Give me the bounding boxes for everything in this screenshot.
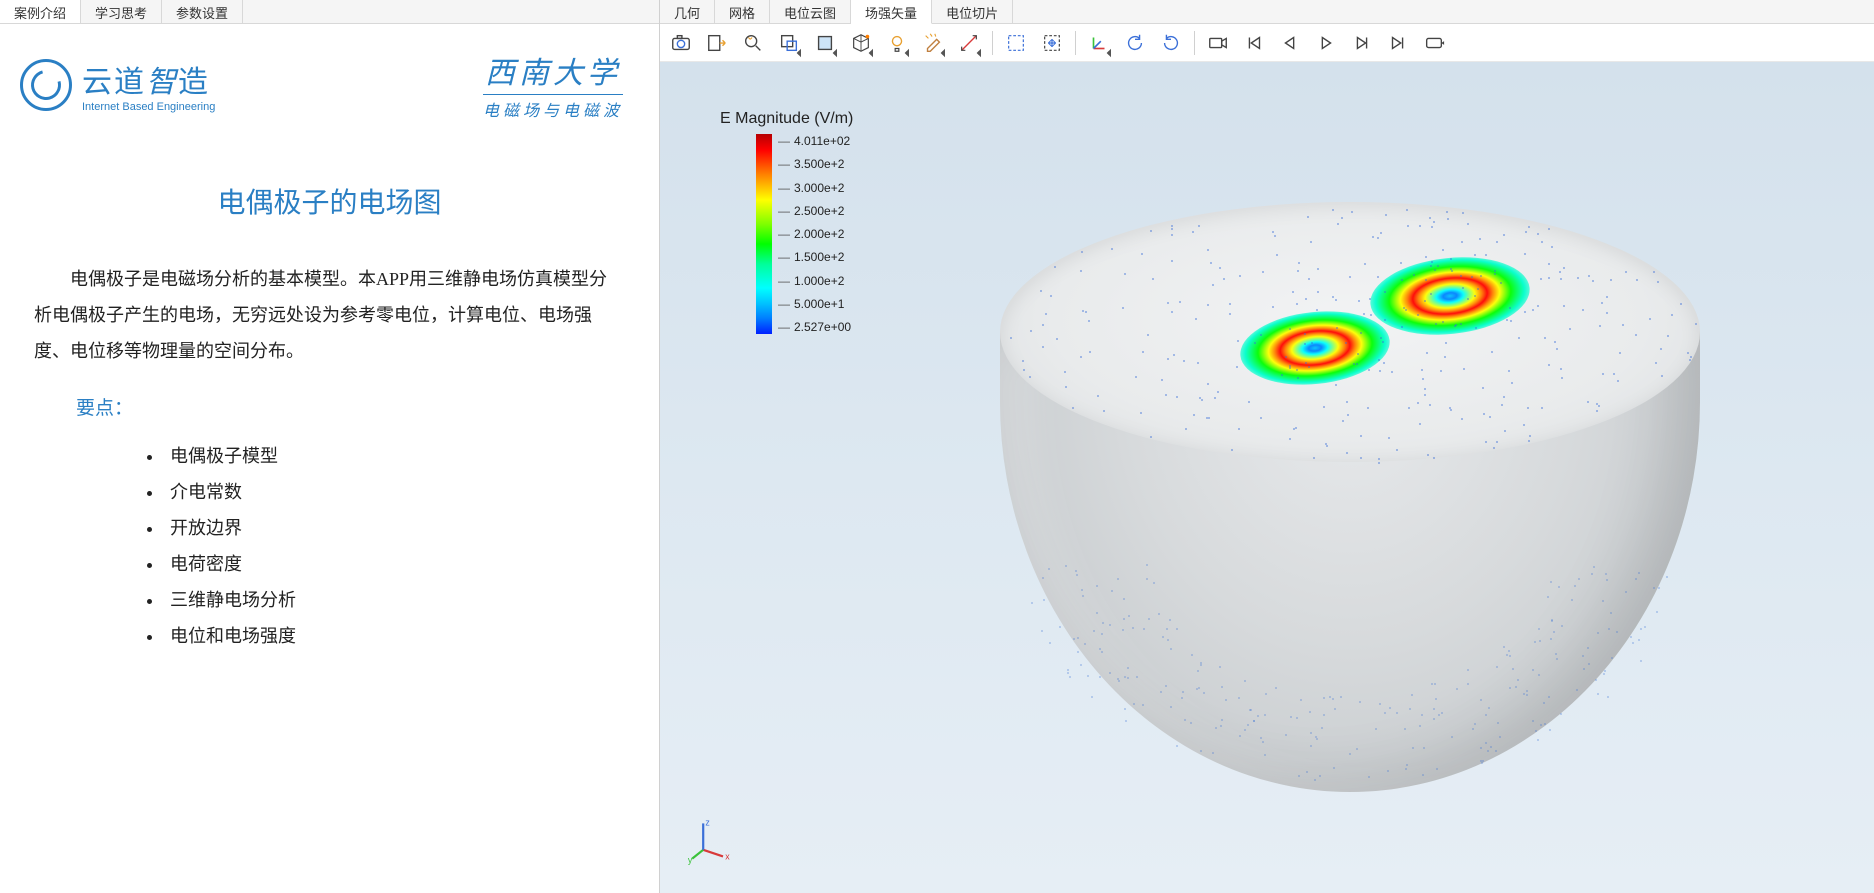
legend-tick: 3.500e+2	[778, 157, 851, 171]
right-panel: 几何 网格 电位云图 场强矢量 电位切片 E Magnitude (V/m)	[660, 0, 1874, 893]
tab-mesh[interactable]: 网格	[715, 0, 770, 23]
tab-potential-cloud[interactable]: 电位云图	[770, 0, 851, 23]
list-item: 电偶极子模型	[164, 438, 625, 474]
export-icon[interactable]	[700, 28, 734, 58]
article-title: 电偶极子的电场图	[34, 181, 625, 221]
keypoints-label: 要点：	[76, 393, 625, 420]
svg-text:x: x	[725, 852, 730, 862]
legend-tick: 2.527e+00	[778, 320, 851, 334]
left-tabs: 案例介绍 学习思考 参数设置	[0, 0, 659, 24]
tab-study[interactable]: 学习思考	[81, 0, 162, 23]
legend-tick: 4.011e+02	[778, 134, 851, 148]
logo-row: 云道智造 Internet Based Engineering 西南大学 电磁场…	[0, 24, 659, 131]
tab-intro[interactable]: 案例介绍	[0, 0, 81, 23]
loop-icon[interactable]	[1417, 28, 1451, 58]
toolbar-separator	[1075, 31, 1076, 55]
prev-icon[interactable]	[1273, 28, 1307, 58]
spiral-icon	[20, 59, 72, 111]
tab-params[interactable]: 参数设置	[162, 0, 243, 23]
first-icon[interactable]	[1237, 28, 1271, 58]
toolbar-separator	[1194, 31, 1195, 55]
svg-text:z: z	[705, 818, 709, 828]
list-item: 介电常数	[164, 474, 625, 510]
clear-icon[interactable]	[916, 28, 950, 58]
legend-tick: 2.000e+2	[778, 227, 851, 241]
list-item: 电位和电场强度	[164, 618, 625, 654]
select-move-icon[interactable]	[1035, 28, 1069, 58]
yundao-logo: 云道智造 Internet Based Engineering	[20, 57, 215, 113]
viewport-3d[interactable]: E Magnitude (V/m) 4.011e+02 3.500e+2 3.0…	[660, 62, 1874, 893]
select-rect-icon[interactable]	[999, 28, 1033, 58]
tab-potential-slice[interactable]: 电位切片	[932, 0, 1013, 23]
keypoints-list: 电偶极子模型 介电常数 开放边界 电荷密度 三维静电场分析 电位和电场强度	[164, 438, 625, 654]
yundao-cn: 云道智造	[82, 57, 215, 101]
play-icon[interactable]	[1309, 28, 1343, 58]
article: 电偶极子的电场图 电偶极子是电磁场分析的基本模型。本APP用三维静电场仿真模型分…	[0, 131, 659, 674]
list-item: 三维静电场分析	[164, 582, 625, 618]
tab-field-vector[interactable]: 场强矢量	[851, 0, 932, 24]
zoom-fit-icon[interactable]	[736, 28, 770, 58]
face-select-icon[interactable]	[808, 28, 842, 58]
left-panel: 案例介绍 学习思考 参数设置 云道智造 Internet Based Engin…	[0, 0, 660, 893]
yundao-en: Internet Based Engineering	[82, 101, 215, 113]
legend-tick: 5.000e+1	[778, 297, 851, 311]
list-item: 开放边界	[164, 510, 625, 546]
legend-title: E Magnitude (V/m)	[720, 110, 853, 128]
right-tabs: 几何 网格 电位云图 场强矢量 电位切片	[660, 0, 1874, 24]
axis-triad: x y z	[690, 819, 734, 863]
axes-icon[interactable]	[1082, 28, 1116, 58]
rotate-ccw-icon[interactable]	[1118, 28, 1152, 58]
hemisphere-top	[1000, 202, 1700, 462]
legend-tick: 1.000e+2	[778, 274, 851, 288]
viewport-toolbar	[660, 24, 1874, 62]
tab-geometry[interactable]: 几何	[660, 0, 715, 23]
legend-tick: 2.500e+2	[778, 204, 851, 218]
camera-icon[interactable]	[664, 28, 698, 58]
article-body: 电偶极子是电磁场分析的基本模型。本APP用三维静电场仿真模型分析电偶极子产生的电…	[34, 261, 625, 369]
color-legend: E Magnitude (V/m) 4.011e+02 3.500e+2 3.0…	[720, 110, 853, 334]
swu-logo: 西南大学 电磁场与电磁波	[483, 48, 623, 121]
rotate-cw-icon[interactable]	[1154, 28, 1188, 58]
list-item: 电荷密度	[164, 546, 625, 582]
swu-sub: 电磁场与电磁波	[483, 97, 623, 121]
legend-ticks: 4.011e+02 3.500e+2 3.000e+2 2.500e+2 2.0…	[778, 134, 851, 334]
light-icon[interactable]	[880, 28, 914, 58]
toolbar-separator	[992, 31, 993, 55]
video-icon[interactable]	[1201, 28, 1235, 58]
measure-icon[interactable]	[952, 28, 986, 58]
last-icon[interactable]	[1381, 28, 1415, 58]
cube-view-icon[interactable]	[844, 28, 878, 58]
svg-text:y: y	[688, 855, 693, 865]
legend-tick: 3.000e+2	[778, 181, 851, 195]
scene-hemisphere	[940, 162, 1800, 802]
swu-cn: 西南大学	[483, 48, 623, 95]
zoom-window-icon[interactable]	[772, 28, 806, 58]
step-icon[interactable]	[1345, 28, 1379, 58]
legend-colorbar	[756, 134, 772, 334]
legend-tick: 1.500e+2	[778, 250, 851, 264]
